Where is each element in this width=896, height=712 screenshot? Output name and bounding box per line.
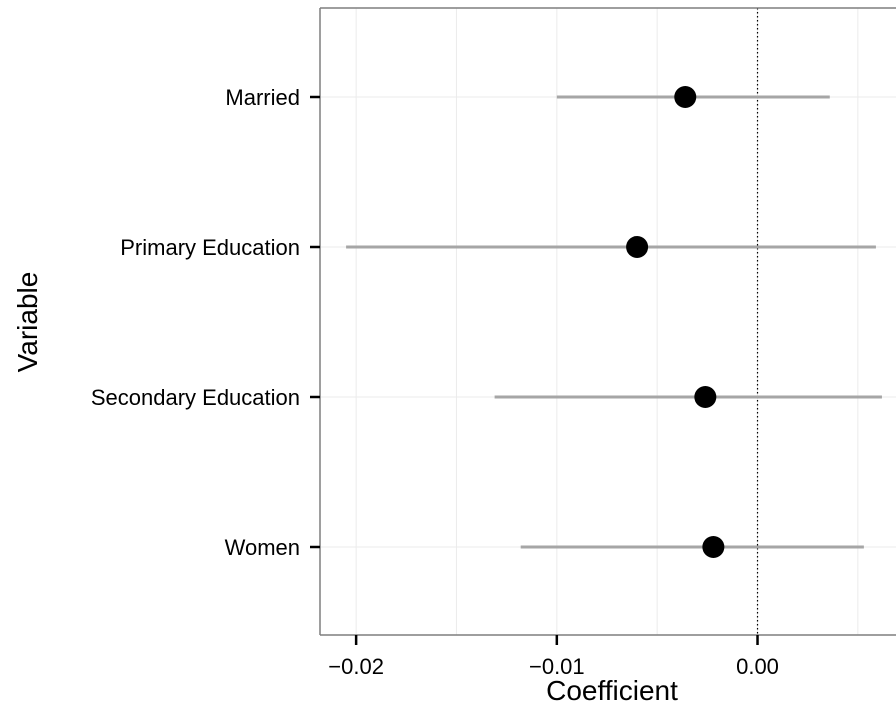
axes: Married Primary Education Secondary Educat…: [91, 7, 896, 679]
plot-panel: [320, 8, 896, 635]
grid-lines: [320, 8, 896, 635]
y-tick-label: Primary Education: [120, 235, 300, 260]
estimate-point: [674, 86, 697, 108]
y-axis-title: Variable: [12, 272, 43, 373]
estimate-points: [626, 86, 725, 558]
estimate-point: [626, 236, 649, 258]
y-tick-label: Secondary Education: [91, 385, 300, 410]
y-tick-label: Women: [225, 535, 300, 560]
estimate-point: [694, 386, 717, 408]
estimate-point: [702, 536, 725, 558]
x-axis-title: Coefficient: [546, 675, 678, 706]
x-tick-label: −0.02: [328, 654, 384, 679]
x-tick-label: 0.00: [736, 654, 779, 679]
y-tick-label: Married: [225, 85, 300, 110]
x-tick-label: −0.01: [529, 654, 585, 679]
